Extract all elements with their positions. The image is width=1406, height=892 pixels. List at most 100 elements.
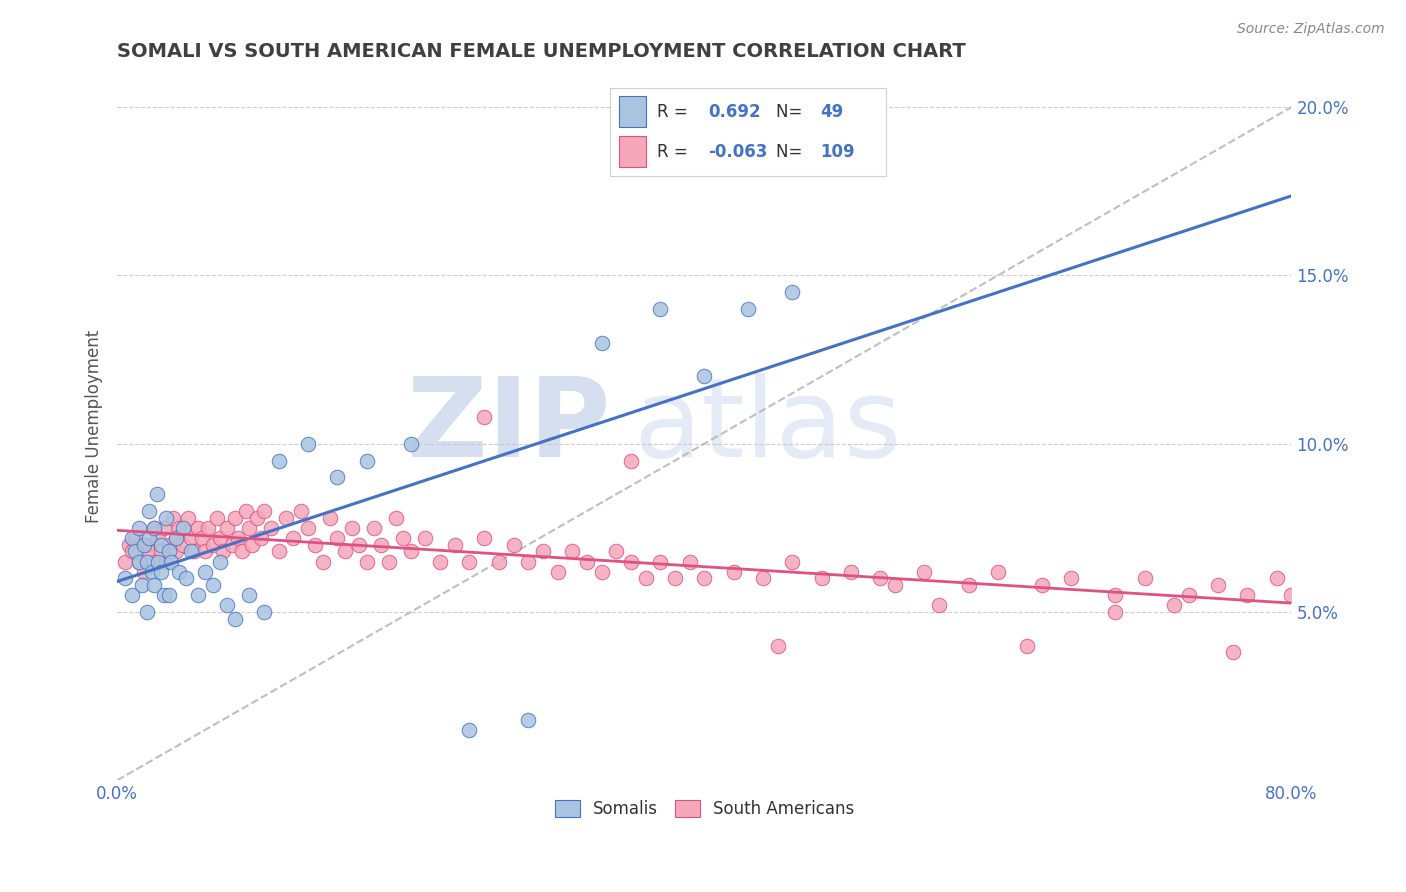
Point	[235, 504, 257, 518]
Point	[723, 565, 745, 579]
Point	[142, 578, 165, 592]
Point	[575, 554, 598, 568]
Point	[1236, 588, 1258, 602]
Point	[349, 538, 371, 552]
Point	[1222, 645, 1244, 659]
Point	[1104, 605, 1126, 619]
Point	[238, 521, 260, 535]
Point	[472, 531, 495, 545]
Point	[124, 544, 146, 558]
Point	[312, 554, 335, 568]
Point	[253, 605, 276, 619]
Point	[153, 521, 176, 535]
Point	[153, 588, 176, 602]
Point	[679, 554, 702, 568]
Point	[157, 544, 180, 558]
Text: Source: ZipAtlas.com: Source: ZipAtlas.com	[1237, 22, 1385, 37]
Point	[385, 510, 408, 524]
Point	[165, 531, 187, 545]
Point	[488, 554, 510, 568]
Point	[180, 531, 202, 545]
Point	[517, 554, 540, 568]
Point	[650, 554, 672, 568]
Point	[1281, 588, 1303, 602]
Point	[191, 531, 214, 545]
Point	[131, 578, 153, 592]
Point	[869, 571, 891, 585]
Point	[620, 453, 643, 467]
Text: atlas: atlas	[634, 374, 903, 481]
Point	[561, 544, 583, 558]
Point	[333, 544, 356, 558]
Point	[138, 504, 160, 518]
Point	[180, 544, 202, 558]
Point	[1017, 639, 1039, 653]
Point	[283, 531, 305, 545]
Point	[319, 510, 342, 524]
Point	[212, 544, 235, 558]
Point	[160, 554, 183, 568]
Point	[224, 612, 246, 626]
Point	[1163, 599, 1185, 613]
Point	[1031, 578, 1053, 592]
Point	[399, 544, 422, 558]
Point	[620, 554, 643, 568]
Point	[267, 453, 290, 467]
Text: SOMALI VS SOUTH AMERICAN FEMALE UNEMPLOYMENT CORRELATION CHART: SOMALI VS SOUTH AMERICAN FEMALE UNEMPLOY…	[117, 42, 966, 61]
Point	[250, 531, 273, 545]
Point	[392, 531, 415, 545]
Point	[155, 510, 177, 524]
Point	[458, 723, 481, 737]
Point	[128, 554, 150, 568]
Point	[356, 453, 378, 467]
Point	[165, 544, 187, 558]
Point	[172, 521, 194, 535]
Point	[121, 544, 143, 558]
Point	[957, 578, 980, 592]
Point	[162, 510, 184, 524]
Point	[208, 554, 231, 568]
Point	[167, 521, 190, 535]
Point	[810, 571, 832, 585]
Legend: Somalis, South Americans: Somalis, South Americans	[548, 794, 860, 825]
Point	[157, 588, 180, 602]
Point	[121, 588, 143, 602]
Point	[914, 565, 936, 579]
Point	[224, 510, 246, 524]
Point	[208, 531, 231, 545]
Point	[150, 565, 173, 579]
Point	[443, 538, 465, 552]
Point	[267, 544, 290, 558]
Point	[114, 571, 136, 585]
Point	[142, 521, 165, 535]
Point	[197, 521, 219, 535]
Point	[142, 554, 165, 568]
Point	[132, 538, 155, 552]
Point	[377, 554, 399, 568]
Point	[121, 531, 143, 545]
Point	[148, 531, 170, 545]
Point	[183, 544, 205, 558]
Point	[128, 521, 150, 535]
Point	[155, 554, 177, 568]
Point	[240, 538, 263, 552]
Point	[502, 538, 524, 552]
Point	[226, 531, 249, 545]
Point	[246, 510, 269, 524]
Point	[297, 521, 319, 535]
Point	[150, 538, 173, 552]
Y-axis label: Female Unemployment: Female Unemployment	[86, 330, 103, 524]
Point	[399, 436, 422, 450]
Point	[1177, 588, 1199, 602]
Text: ZIP: ZIP	[406, 374, 610, 481]
Point	[221, 538, 243, 552]
Point	[517, 713, 540, 727]
Point	[290, 504, 312, 518]
Point	[415, 531, 437, 545]
Point	[1265, 571, 1288, 585]
Point	[217, 521, 239, 535]
Point	[928, 599, 950, 613]
Point	[737, 301, 759, 316]
Point	[693, 369, 716, 384]
Point	[128, 554, 150, 568]
